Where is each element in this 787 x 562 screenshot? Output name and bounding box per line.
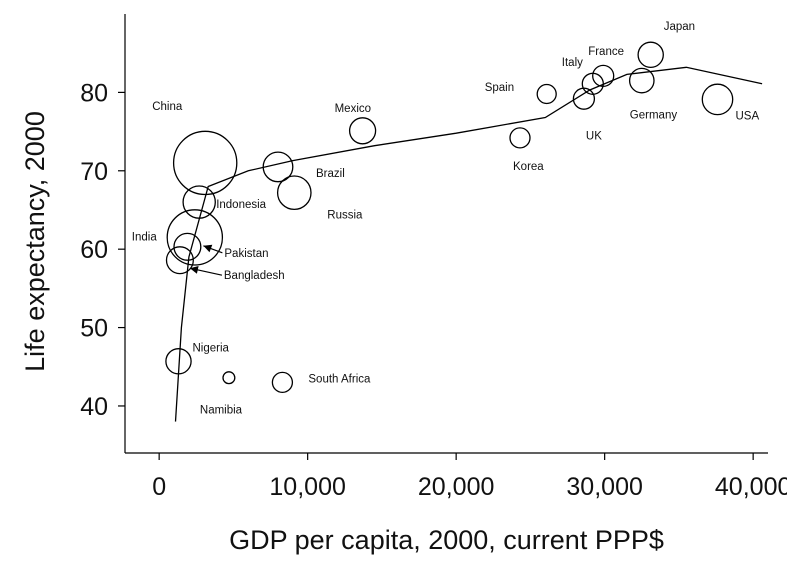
country-label-germany: Germany — [630, 110, 678, 122]
x-axis-title: GDP per capita, 2000, current PPP$ — [229, 525, 664, 555]
country-label-pakistan: Pakistan — [224, 248, 268, 260]
bubble-china — [172, 130, 238, 196]
country-label-china: China — [152, 101, 183, 113]
x-tick-label: 40,000 — [715, 473, 787, 501]
pakistan-arrow-head — [203, 244, 213, 253]
bubble-namibia — [222, 371, 236, 385]
bubble-usa — [701, 83, 734, 116]
country-label-usa: USA — [736, 110, 760, 122]
country-label-japan: Japan — [664, 21, 695, 33]
country-label-spain: Spain — [485, 82, 514, 94]
bubble-pakistan — [173, 232, 202, 261]
x-tick-label: 10,000 — [269, 473, 345, 501]
country-label-korea: Korea — [513, 161, 544, 173]
bubble-india — [166, 209, 224, 266]
x-tick-label: 20,000 — [418, 473, 494, 501]
country-label-nigeria: Nigeria — [193, 342, 230, 354]
country-label-france: France — [588, 46, 624, 58]
label-layer: China India Indonesia Pakistan Bangladesh Nig… — [132, 21, 760, 417]
country-label-south-africa: South Africa — [308, 373, 371, 385]
country-label-india: India — [132, 231, 158, 243]
bubble-russia — [276, 175, 312, 211]
trend-layer — [174, 66, 763, 422]
y-tick-label: 60 — [80, 236, 108, 264]
country-label-italy: Italy — [562, 57, 583, 69]
bubble-bangladesh — [165, 246, 194, 275]
bubble-korea — [509, 127, 531, 149]
arrow-layer — [189, 244, 223, 276]
x-tick-label: 30,000 — [566, 473, 642, 501]
bubble-mexico — [348, 117, 377, 145]
bubble-spain — [536, 83, 557, 105]
country-label-russia: Russia — [327, 210, 363, 222]
trend-line — [174, 66, 763, 422]
bubble-indonesia — [182, 185, 216, 219]
country-label-mexico: Mexico — [335, 103, 371, 115]
country-label-indonesia: Indonesia — [216, 199, 266, 211]
bubble-germany — [628, 67, 655, 94]
bubble-france — [592, 64, 615, 88]
bubble-japan — [637, 41, 664, 69]
y-tick-label: 50 — [80, 315, 108, 343]
country-label-brazil: Brazil — [316, 168, 345, 180]
x-tick-label: 0 — [152, 473, 166, 501]
bangladesh-arrow-head — [189, 266, 199, 274]
axes: 0 10,000 20,000 30,000 40,000 40 50 60 70 80 — [80, 14, 787, 501]
bubble-brazil — [262, 151, 294, 183]
y-tick-label: 80 — [80, 79, 108, 107]
country-label-bangladesh: Bangladesh — [224, 270, 285, 282]
bubble-layer — [165, 41, 734, 394]
y-tick-label: 70 — [80, 158, 108, 186]
country-label-namibia: Namibia — [200, 405, 243, 417]
bubble-south-africa — [271, 371, 294, 394]
y-axis-title: Life expectancy, 2000 — [20, 111, 50, 372]
bubble-nigeria — [165, 348, 192, 375]
y-tick-label: 40 — [80, 393, 108, 421]
country-label-uk: UK — [586, 131, 602, 143]
